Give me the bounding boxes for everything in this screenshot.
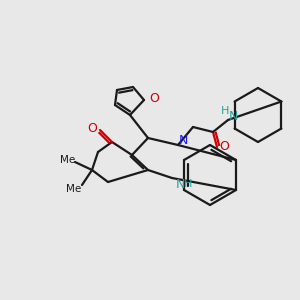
Text: Me: Me (66, 184, 82, 194)
Text: N: N (175, 178, 185, 190)
Text: O: O (149, 92, 159, 104)
Text: N: N (178, 134, 188, 146)
Text: O: O (87, 122, 97, 134)
Text: O: O (219, 140, 229, 154)
Text: Me: Me (60, 155, 76, 165)
Text: H: H (184, 179, 192, 189)
Text: N: N (228, 110, 238, 122)
Text: H: H (221, 106, 229, 116)
